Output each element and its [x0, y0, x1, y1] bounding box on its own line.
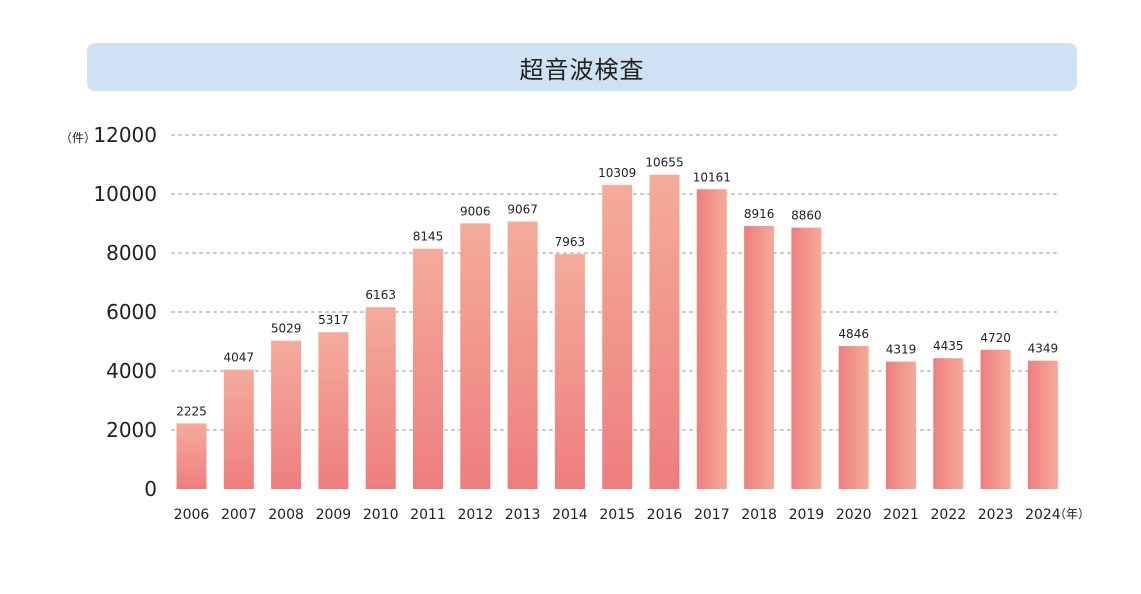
bar-2011 — [413, 248, 443, 489]
bar-2006 — [176, 423, 207, 489]
value-label-2016: 10655 — [645, 156, 683, 170]
bar-2014 — [554, 254, 585, 489]
chart-title: 超音波検査 — [519, 55, 645, 84]
bar-2016 — [649, 174, 680, 490]
value-label-2006: 2225 — [176, 404, 207, 418]
bar-2012 — [460, 223, 491, 489]
bar-2007 — [223, 369, 254, 489]
y-tick-label: 12000 — [93, 123, 157, 147]
x-tick-label-2024: 2024 — [1025, 507, 1061, 523]
value-label-2008: 5029 — [271, 322, 302, 336]
y-tick-label: 2000 — [106, 418, 157, 442]
x-tick-label-2023: 2023 — [978, 507, 1014, 523]
value-label-2024: 4349 — [1028, 342, 1059, 356]
bar-2021 — [886, 361, 916, 489]
value-label-2019: 8860 — [791, 209, 822, 223]
x-tick-label-2007: 2007 — [221, 507, 257, 523]
value-label-2020: 4846 — [838, 327, 869, 341]
x-tick-label-2016: 2016 — [647, 507, 683, 523]
x-tick-label-2011: 2011 — [410, 507, 446, 523]
value-label-2015: 10309 — [598, 166, 636, 180]
x-tick-label-2021: 2021 — [883, 507, 919, 523]
x-tick-label-2017: 2017 — [694, 507, 730, 523]
x-tick-label-2018: 2018 — [741, 507, 777, 523]
value-label-2012: 9006 — [460, 204, 491, 218]
x-tick-label-2020: 2020 — [836, 507, 872, 523]
value-label-2018: 8916 — [744, 207, 775, 221]
value-label-2014: 7963 — [555, 235, 586, 249]
value-label-2013: 9067 — [507, 203, 538, 217]
y-tick-label: 4000 — [106, 359, 157, 383]
y-axis-ticks: 0 2000 4000 6000 8000 10000 12000 — [93, 123, 157, 501]
bar-2018 — [744, 225, 775, 489]
value-label-2017: 10161 — [693, 170, 731, 184]
x-axis-ticks: 2006 2007 2008 2009 2010 2011 2012 2013 2014 2015… — [174, 507, 1061, 523]
x-tick-label-2015: 2015 — [599, 507, 635, 523]
bar-2020 — [838, 346, 869, 489]
x-axis-unit: （年） — [1054, 507, 1090, 521]
bar-2008 — [271, 340, 302, 489]
bars — [176, 174, 1058, 490]
x-tick-label-2006: 2006 — [174, 507, 210, 523]
y-tick-label: 6000 — [106, 300, 157, 324]
x-tick-label-2012: 2012 — [457, 507, 493, 523]
x-tick-label-2009: 2009 — [316, 507, 352, 523]
x-tick-label-2013: 2013 — [505, 507, 541, 523]
y-tick-label: 10000 — [93, 182, 157, 206]
bar-2013 — [507, 221, 538, 489]
bar-2017 — [696, 189, 727, 490]
value-label-2007: 4047 — [224, 351, 255, 365]
y-tick-label: 8000 — [106, 241, 157, 265]
bar-2022 — [933, 358, 964, 489]
value-label-2011: 8145 — [413, 230, 444, 244]
x-tick-label-2022: 2022 — [930, 507, 966, 523]
value-label-2021: 4319 — [886, 343, 917, 357]
value-labels: 2225 4047 5029 5317 6163 8145 9006 9067 7963 1030… — [176, 156, 1058, 419]
bar-2023 — [980, 349, 1011, 489]
value-label-2022: 4435 — [933, 339, 964, 353]
y-axis-unit: （件） — [60, 131, 96, 145]
x-tick-label-2019: 2019 — [789, 507, 825, 523]
x-tick-label-2010: 2010 — [363, 507, 399, 523]
value-label-2009: 5317 — [318, 313, 349, 327]
bar-2010 — [365, 307, 396, 489]
x-tick-label-2014: 2014 — [552, 507, 588, 523]
x-tick-label-2008: 2008 — [268, 507, 304, 523]
bar-2024 — [1027, 360, 1058, 489]
chart-title-banner: 超音波検査 — [87, 43, 1077, 91]
bar-2015 — [602, 184, 633, 489]
value-label-2023: 4720 — [980, 331, 1011, 345]
value-label-2010: 6163 — [365, 288, 396, 302]
bar-2019 — [791, 227, 822, 489]
bar-2009 — [318, 332, 349, 489]
y-tick-label: 0 — [144, 477, 157, 501]
